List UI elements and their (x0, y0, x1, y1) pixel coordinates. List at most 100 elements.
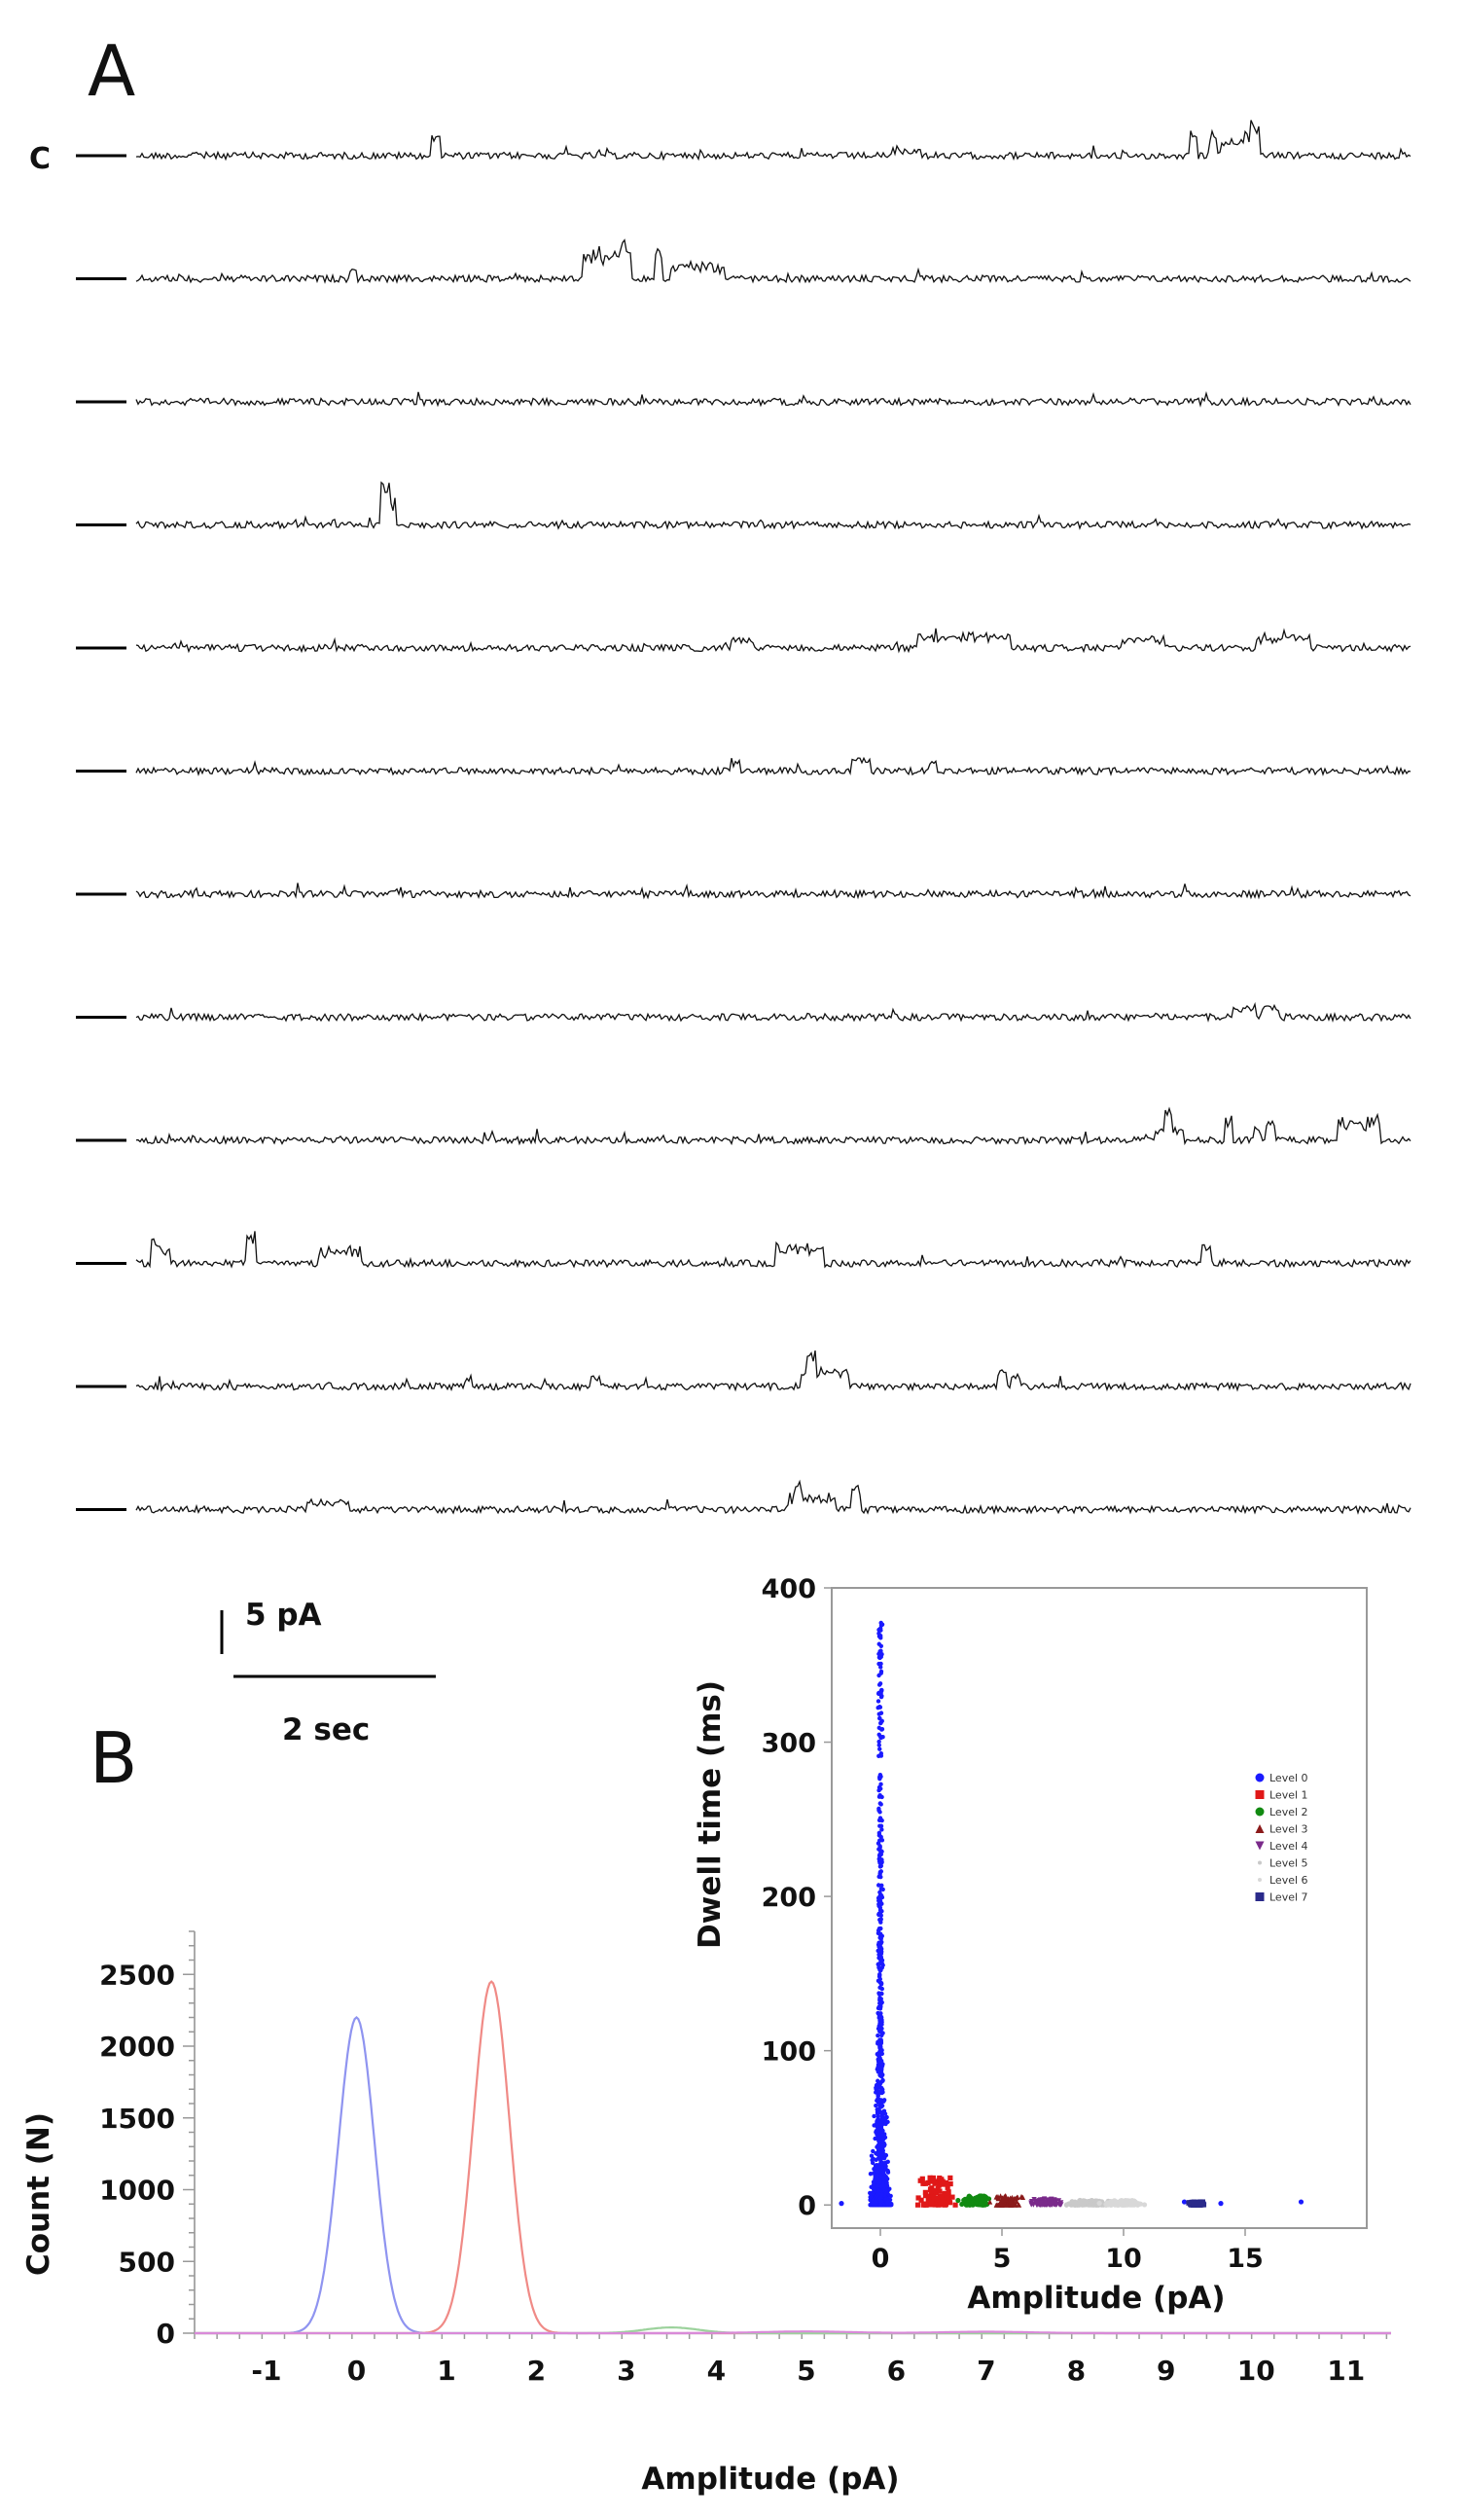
scatter-point (878, 1665, 883, 1670)
scatter-point (876, 1641, 881, 1646)
scatter-point (1028, 2202, 1034, 2208)
scatter-point (878, 1802, 883, 1807)
scatter-point (877, 1996, 882, 2000)
scatter-point (874, 2085, 878, 2090)
scatter-point (1037, 2197, 1044, 2203)
inset-y-tick-label: 400 (762, 1574, 816, 1604)
current-trace-3 (135, 391, 1411, 408)
scatter-point (942, 2191, 947, 2197)
current-trace-7 (135, 882, 1411, 900)
histogram-x-axis-label: Amplitude (pA) (641, 2462, 899, 2497)
scatter-point (884, 2188, 889, 2193)
histogram-x-tick-label: -1 (251, 2355, 281, 2387)
histogram-x-tick-label: 0 (347, 2355, 366, 2387)
scatter-point (925, 2179, 931, 2186)
scatter-point (876, 1631, 881, 1637)
scatter-point (878, 2142, 883, 2147)
panel-b-letter: B (89, 1717, 137, 1799)
scatter-series-3 (987, 2193, 1026, 2208)
scatter-point (885, 2119, 890, 2125)
scatter-point (877, 1746, 882, 1751)
scatter-point (1039, 2200, 1045, 2207)
scatter-point (872, 2113, 876, 2119)
current-trace-1 (135, 120, 1411, 162)
legend-marker-4 (1255, 1841, 1265, 1851)
scatter-point (868, 2194, 873, 2200)
scatter-point (1187, 2200, 1193, 2206)
scatter-point (879, 1965, 884, 1970)
scatter-point (877, 1935, 882, 1940)
scatter-point (876, 2084, 881, 2090)
scatter-series-4 (1028, 2196, 1064, 2208)
scatter-point (878, 1661, 883, 1667)
scatter-point (878, 1620, 883, 1626)
scatter-point (874, 2090, 878, 2095)
scatter-point (876, 1926, 882, 1931)
legend-marker-2 (1255, 1807, 1265, 1817)
histogram-y-tick-label: 2500 (99, 1959, 175, 1991)
inset-y-axis-label: Dwell time (ms) (693, 1680, 728, 1949)
scatter-point (959, 2201, 965, 2208)
scatter-point (918, 2197, 924, 2203)
scatter-point (1004, 2202, 1010, 2208)
scatter-point (878, 1869, 884, 1874)
scatter-point (1126, 2201, 1132, 2207)
scatter-point (1052, 2197, 1057, 2203)
scatter-point (875, 2191, 881, 2197)
scatter-point (878, 1834, 883, 1840)
scatter-point (885, 2168, 890, 2174)
scatter-point (873, 2199, 878, 2204)
legend-label-0: Level 0 (1269, 1772, 1308, 1784)
scatter-point (875, 2064, 881, 2070)
inset-y-tick-label: 0 (798, 2191, 816, 2221)
scatter-point (928, 2202, 934, 2208)
scatter-point (876, 1912, 881, 1917)
scatter-point (877, 2198, 883, 2204)
scatter-point (914, 2202, 921, 2208)
scatter-point (919, 2176, 925, 2181)
scatter-point (877, 1681, 883, 1686)
scatter-point (878, 1887, 884, 1891)
scale-bar-time-label: 2 sec (282, 1712, 370, 1747)
scatter-point (1019, 2194, 1026, 2200)
scatter-point (944, 2194, 950, 2200)
scatter-point (877, 2073, 883, 2078)
scatter-point (1033, 2201, 1039, 2207)
scatter-point (940, 2178, 946, 2184)
scatter-point (995, 2193, 1001, 2200)
scatter-point (876, 1901, 881, 1907)
scatter-point (877, 2089, 882, 2094)
legend-label-4: Level 4 (1269, 1840, 1308, 1853)
scatter-point (961, 2197, 967, 2203)
histogram-x-tick-label: 8 (1067, 2355, 1086, 2387)
scatter-point (915, 2195, 921, 2201)
histogram-y-tick-label: 1000 (99, 2175, 175, 2207)
scatter-point (879, 1857, 884, 1862)
scatter-series-1 (914, 2175, 958, 2208)
scatter-point (945, 2184, 950, 2190)
scatter-point (1003, 2196, 1009, 2202)
scatter-point (952, 2202, 958, 2208)
scatter-point (932, 2178, 938, 2184)
inset-x-tick-label: 5 (993, 2244, 1012, 2274)
scatter-point (877, 1945, 882, 1951)
inset-y-tick-label: 200 (762, 1883, 816, 1913)
scatter-point (877, 2134, 882, 2139)
scatter-point (1036, 2202, 1042, 2208)
scatter-point (922, 2193, 929, 2199)
scatter-point (978, 2200, 983, 2206)
scatter-point (999, 2197, 1005, 2203)
scatter-point (876, 1690, 881, 1696)
scatter-point (1111, 2199, 1117, 2205)
scatter-point (881, 2161, 887, 2167)
histogram-series-3 (195, 2330, 1391, 2335)
closed-state-label: C (29, 142, 51, 176)
scatter-point (1181, 2199, 1188, 2205)
scatter-point (878, 2038, 883, 2044)
scatter-point (875, 2033, 880, 2038)
scatter-point (1045, 2197, 1051, 2203)
inset-x-tick-label: 0 (872, 2244, 890, 2274)
scatter-point (1013, 2195, 1018, 2201)
scatter-point (877, 1720, 883, 1726)
scatter-point (993, 2202, 999, 2208)
